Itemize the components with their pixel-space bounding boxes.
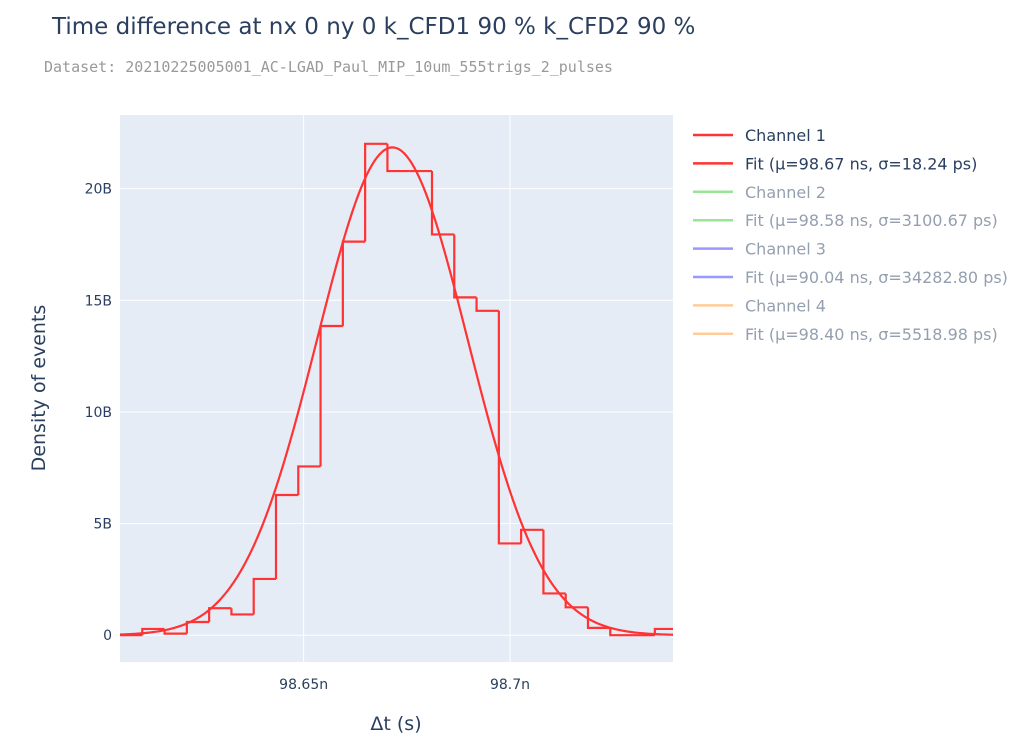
- legend-label: Channel 3: [745, 240, 826, 259]
- legend-item[interactable]: Fit (μ=98.40 ns, σ=5518.98 ps): [693, 325, 998, 344]
- chart-subtitle: Dataset: 20210225005001_AC-LGAD_Paul_MIP…: [44, 58, 613, 76]
- y-tick-label: 15B: [85, 293, 112, 309]
- legend-item[interactable]: Channel 2: [693, 183, 826, 202]
- histogram-bin: [497, 310, 522, 545]
- histogram-bin: [252, 577, 276, 615]
- legend-item[interactable]: Channel 4: [693, 296, 826, 315]
- legend-label: Channel 1: [745, 126, 826, 145]
- y-tick-label: 20B: [85, 182, 112, 198]
- plot-background: [120, 115, 673, 662]
- legend-label: Fit (μ=98.58 ns, σ=3100.67 ps): [745, 211, 998, 230]
- x-tick-labels: 98.65n 98.7n: [279, 677, 530, 693]
- histogram-bin: [564, 593, 588, 609]
- histogram-bin: [274, 493, 299, 579]
- histogram-bin: [386, 143, 410, 173]
- y-tick-label: 5B: [93, 517, 112, 533]
- histogram-bin: [430, 171, 455, 236]
- x-axis-title: Δt (s): [370, 713, 421, 735]
- histogram-bin: [609, 627, 633, 637]
- legend-item[interactable]: Fit (μ=98.58 ns, σ=3100.67 ps): [693, 211, 998, 230]
- fit-curve: [119, 146, 674, 636]
- legend-label: Fit (μ=90.04 ns, σ=34282.80 ps): [745, 268, 1008, 287]
- y-tick-label: 0: [103, 628, 112, 644]
- legend-label: Channel 4: [745, 296, 826, 315]
- x-tick-label: 98.65n: [279, 677, 328, 693]
- legend-item[interactable]: Fit (μ=90.04 ns, σ=34282.80 ps): [693, 268, 1008, 287]
- legend-item[interactable]: Fit (μ=98.67 ns, σ=18.24 ps): [693, 154, 977, 173]
- legend[interactable]: Channel 1 Fit (μ=98.67 ns, σ=18.24 ps) Cha…: [693, 126, 1008, 344]
- x-tick-label: 98.7n: [490, 677, 530, 693]
- histogram-bin: [475, 297, 499, 312]
- legend-item[interactable]: Channel 3: [693, 240, 826, 259]
- histogram-bin: [364, 142, 388, 242]
- y-tick-labels: 0 5B 10B 15B 20B: [85, 182, 112, 645]
- legend-label: Fit (μ=98.40 ns, σ=5518.98 ps): [745, 325, 998, 344]
- histogram-bin: [185, 620, 210, 634]
- y-axis-title: Density of events: [28, 305, 50, 472]
- histogram-bin: [230, 608, 254, 616]
- histogram-bin: [297, 465, 321, 495]
- histogram-bin: [208, 607, 232, 623]
- histogram-bin: [453, 234, 477, 299]
- histogram-bin: [586, 607, 611, 629]
- chart-title: Time difference at nx 0 ny 0 k_CFD1 90 %…: [52, 14, 696, 40]
- legend-item[interactable]: Channel 1: [693, 126, 826, 145]
- legend-label: Channel 2: [745, 183, 826, 202]
- fit-curve-channel-1: [119, 146, 674, 636]
- legend-label: Fit (μ=98.67 ns, σ=18.24 ps): [745, 154, 977, 173]
- histogram-bin: [520, 528, 544, 544]
- y-tick-label: 10B: [85, 405, 112, 421]
